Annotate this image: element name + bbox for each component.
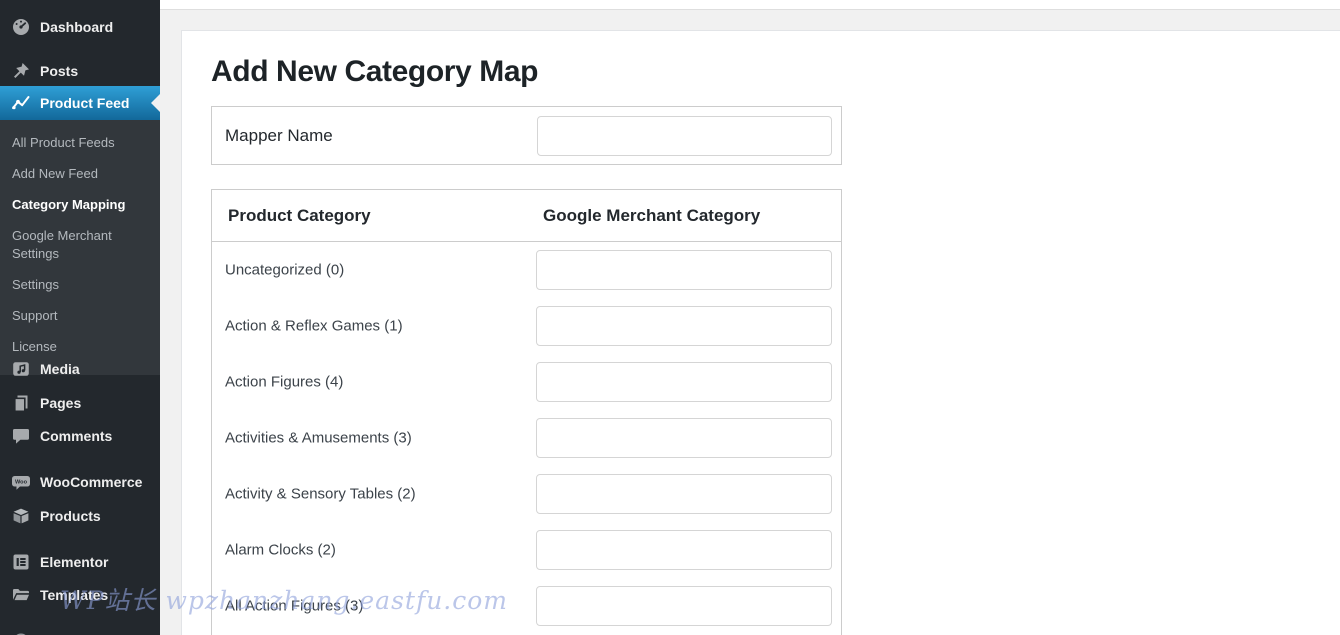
product-category-label: Action Figures (4) — [225, 373, 344, 391]
table-row: Action & Reflex Games (1) — [212, 298, 841, 354]
partial-menu-item[interactable] — [0, 624, 160, 635]
product-category-label: All Action Figures (3) — [225, 597, 364, 615]
google-merchant-category-input[interactable] — [536, 362, 832, 402]
product-feed-submenu: All Product Feeds Add New Feed Category … — [0, 120, 160, 375]
submenu-item-license[interactable]: License — [12, 338, 57, 354]
sidebar-item-pages[interactable]: Pages — [0, 386, 160, 420]
elementor-icon — [11, 552, 31, 572]
folder-icon — [11, 585, 31, 605]
submenu-item-category-mapping[interactable]: Category Mapping — [12, 196, 126, 212]
sidebar-item-label: Products — [40, 508, 101, 524]
column-header-google-merchant-category: Google Merchant Category — [543, 205, 761, 225]
sidebar-item-media[interactable]: Media — [0, 352, 160, 386]
mapper-name-panel: Mapper Name — [211, 106, 842, 165]
page-title: Add New Category Map — [211, 55, 539, 88]
woocommerce-icon: Woo — [11, 472, 31, 492]
product-category-label: Activities & Amusements (3) — [225, 429, 412, 447]
table-row: Action Figures (4) — [212, 354, 841, 410]
sidebar-item-comments[interactable]: Comments — [0, 419, 160, 453]
submenu-item-google-merchant-settings[interactable]: Google Merchant Settings — [12, 227, 112, 262]
sidebar-item-label: Posts — [40, 63, 79, 79]
sidebar-item-products[interactable]: Products — [0, 499, 160, 533]
pin-icon — [11, 61, 31, 81]
content-card: Add New Category Map Mapper Name Product… — [181, 30, 1340, 635]
sidebar-item-label: Pages — [40, 395, 82, 411]
sidebar-item-label: Dashboard — [40, 19, 114, 35]
sidebar-item-posts[interactable]: Posts — [0, 54, 160, 88]
sidebar-item-woocommerce[interactable]: Woo WooCommerce — [0, 465, 160, 499]
product-category-label: Alarm Clocks (2) — [225, 541, 336, 559]
sidebar-item-label: WooCommerce — [40, 474, 143, 490]
submenu-item-all-product-feeds[interactable]: All Product Feeds — [12, 135, 115, 150]
table-row: Activity & Sensory Tables (2) — [212, 466, 841, 522]
pages-icon — [11, 393, 31, 413]
dashboard-icon — [11, 17, 31, 37]
google-merchant-category-input[interactable] — [536, 530, 832, 570]
table-row: Activities & Amusements (3) — [212, 410, 841, 466]
column-header-product-category: Product Category — [228, 205, 371, 225]
google-merchant-category-input[interactable] — [536, 250, 832, 290]
submenu-item-settings[interactable]: Settings — [12, 277, 59, 293]
product-category-label: Activity & Sensory Tables (2) — [225, 485, 416, 503]
svg-text:Woo: Woo — [15, 480, 28, 486]
sidebar-item-label: Product Feed — [40, 95, 130, 111]
category-mapping-table: Product Category Google Merchant Categor… — [211, 189, 842, 635]
sidebar-item-label: Media — [40, 361, 80, 377]
product-category-label: Action & Reflex Games (1) — [225, 317, 403, 335]
admin-top-strip — [160, 0, 1340, 10]
sidebar-item-elementor[interactable]: Elementor — [0, 545, 160, 579]
table-header-row: Product Category Google Merchant Categor… — [212, 190, 841, 242]
comment-icon — [11, 426, 31, 446]
google-merchant-category-input[interactable] — [536, 586, 832, 626]
submenu-item-support[interactable]: Support — [12, 308, 58, 324]
active-menu-arrow — [151, 94, 160, 112]
table-row: Alarm Clocks (2) — [212, 522, 841, 578]
submenu-item-add-new-feed[interactable]: Add New Feed — [12, 165, 98, 181]
media-icon — [11, 359, 31, 379]
box-icon — [11, 506, 31, 526]
google-merchant-category-input[interactable] — [536, 474, 832, 514]
sidebar-item-label: Comments — [40, 428, 113, 444]
table-row: Uncategorized (0) — [212, 242, 841, 298]
product-category-label: Uncategorized (0) — [225, 261, 345, 279]
admin-sidebar: Dashboard Posts Product Feed All Product… — [0, 0, 160, 635]
table-row: All Action Figures (3) — [212, 578, 841, 634]
chart-icon — [11, 93, 31, 113]
partial-icon — [11, 631, 31, 635]
sidebar-item-templates[interactable]: Templates — [0, 578, 160, 612]
mapper-name-input[interactable] — [537, 116, 832, 156]
sidebar-item-label: Templates — [40, 587, 109, 603]
sidebar-item-dashboard[interactable]: Dashboard — [0, 10, 160, 44]
sidebar-item-label: Elementor — [40, 554, 109, 570]
mapper-name-label: Mapper Name — [225, 125, 333, 145]
sidebar-item-product-feed[interactable]: Product Feed — [0, 86, 160, 120]
google-merchant-category-input[interactable] — [536, 306, 832, 346]
google-merchant-category-input[interactable] — [536, 418, 832, 458]
